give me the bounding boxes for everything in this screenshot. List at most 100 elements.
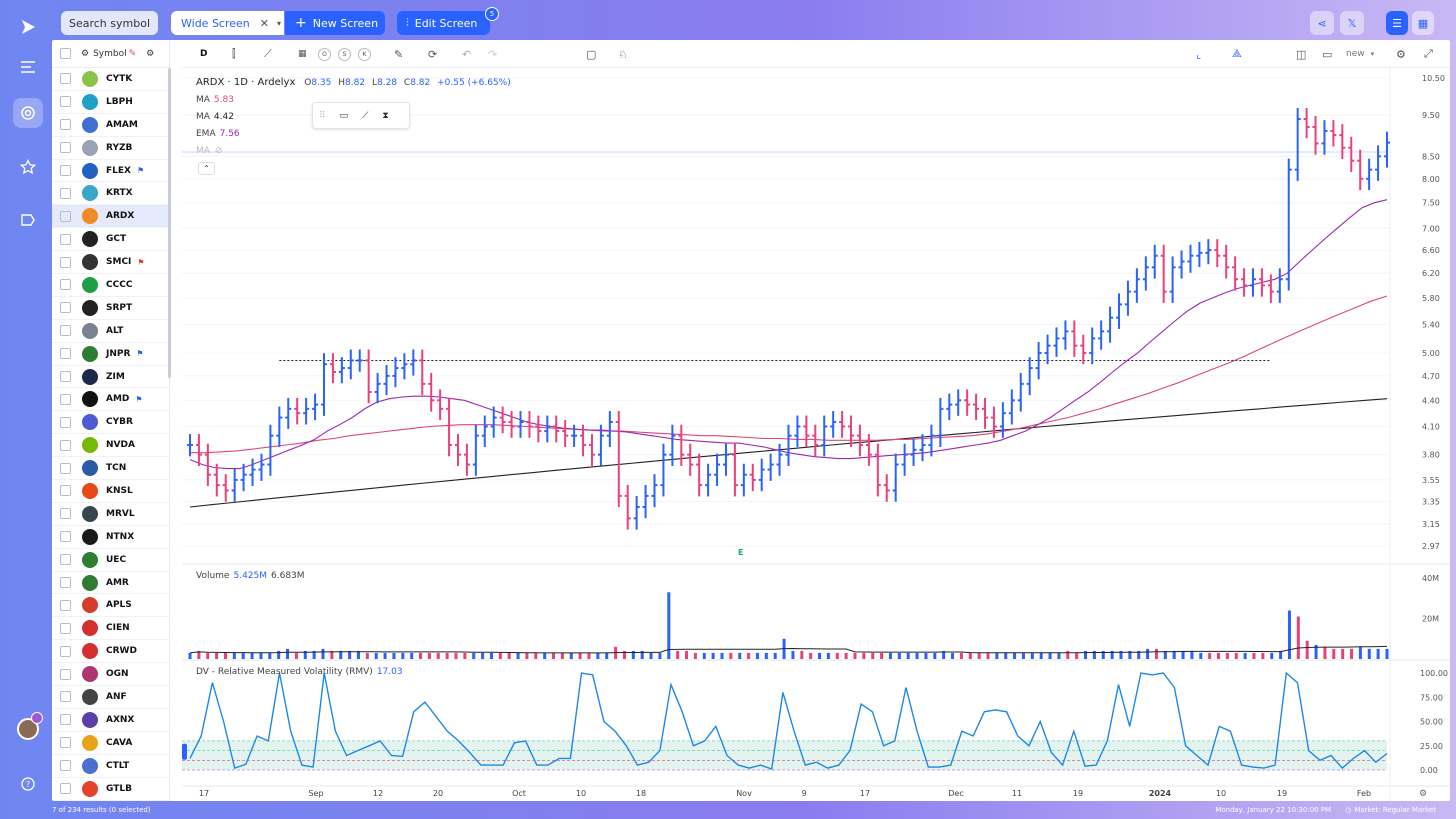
watchlist-row[interactable]: FLEX ⚑ (52, 160, 169, 183)
row-checkbox[interactable] (60, 439, 71, 451)
watchlist-row[interactable]: AXNX (52, 709, 169, 732)
row-checkbox[interactable] (60, 233, 71, 245)
watchlist-row[interactable]: LBPH (52, 91, 169, 114)
row-checkbox[interactable] (60, 783, 71, 795)
row-checkbox[interactable] (60, 645, 71, 657)
watchlist-row[interactable]: ALT (52, 320, 169, 343)
interval-button[interactable]: D (200, 49, 208, 59)
row-checkbox[interactable] (60, 691, 71, 703)
chevron-down-icon[interactable]: ▾ (276, 18, 281, 28)
watchlist-row[interactable]: OGN (52, 663, 169, 687)
watchlist-row[interactable]: CAVA (52, 732, 169, 755)
watchlist-row[interactable]: CCCC (52, 274, 169, 297)
watchlist-row[interactable]: NTNX (52, 526, 169, 549)
fullscreen-icon[interactable]: ⤢ (1424, 47, 1433, 60)
row-checkbox[interactable] (60, 714, 71, 726)
watchlist-row[interactable]: JNPR ⚑ (52, 343, 169, 366)
redo-icon[interactable]: ↷ (488, 47, 498, 61)
ma1-legend[interactable]: MA 5.83 (196, 95, 234, 105)
screener-icon[interactable] (13, 98, 43, 128)
menu-icon[interactable] (13, 52, 43, 82)
earnings-marker[interactable]: E (738, 548, 744, 557)
hidden-eye-icon[interactable]: ⊘ (214, 146, 223, 156)
row-checkbox[interactable] (60, 73, 71, 85)
k-button[interactable]: K (358, 47, 371, 61)
watchlist-row[interactable]: GCT (52, 228, 169, 252)
o-button[interactable]: O (318, 47, 331, 61)
price-chart[interactable]: 10.50 9.50 8.50 8.00 7.50 7.00 6.60 6.20 5.80 5.4… (182, 68, 1450, 801)
flag-icon[interactable]: ⚑ (136, 166, 145, 175)
watchlist-row[interactable]: GTLB (52, 778, 169, 801)
watchlist-row[interactable]: TCN (52, 457, 169, 481)
alert-bell-icon[interactable]: ♘ (618, 47, 628, 61)
watchlist-row[interactable]: AMR (52, 572, 169, 595)
x-social-icon[interactable]: 𝕏 (1340, 11, 1364, 35)
calendar-icon[interactable]: ▢ (586, 47, 597, 61)
row-checkbox[interactable] (60, 187, 71, 199)
list-view-icon[interactable]: ☰ (1386, 11, 1408, 35)
row-checkbox[interactable] (60, 668, 71, 680)
watchlist-row[interactable]: ARDX (52, 205, 169, 229)
template-icon[interactable]: ◫ (1296, 47, 1307, 61)
row-checkbox[interactable] (60, 485, 71, 497)
star-icon[interactable] (13, 152, 43, 182)
watchlist-row[interactable]: MRVL (52, 503, 169, 526)
watchlist-row[interactable]: KNSL (52, 480, 169, 503)
chart-settings-icon[interactable]: ⚙ (1396, 47, 1406, 61)
watchlist-row[interactable]: CIEN (52, 617, 169, 641)
grid-view-icon[interactable]: ▦ (1412, 11, 1434, 35)
row-checkbox[interactable] (60, 371, 71, 383)
undo-icon[interactable]: ↶ (462, 47, 472, 61)
help-icon[interactable]: ? (13, 769, 43, 799)
select-all-checkbox[interactable] (60, 48, 71, 59)
edit-screen-button[interactable]: ⫶ Edit Screen (397, 11, 490, 35)
row-checkbox[interactable] (60, 508, 71, 520)
collapse-legend-button[interactable]: ⌃ (198, 162, 215, 175)
row-checkbox[interactable] (60, 554, 71, 566)
compare-icon[interactable]: ⟁ (1232, 47, 1242, 60)
row-checkbox[interactable] (60, 119, 71, 131)
watchlist-row[interactable]: NVDA (52, 434, 169, 458)
watchlist-settings-icon[interactable]: ⚙ (146, 48, 155, 59)
watchlist-row[interactable]: CRWD (52, 640, 169, 664)
drag-handle-icon[interactable]: ⠿ (319, 110, 326, 121)
row-checkbox[interactable] (60, 142, 71, 154)
row-checkbox[interactable] (60, 348, 71, 360)
row-checkbox[interactable] (60, 302, 71, 314)
row-checkbox[interactable] (60, 737, 71, 749)
row-checkbox[interactable] (60, 256, 71, 268)
watchlist-row[interactable]: AMAM (52, 114, 169, 137)
row-checkbox[interactable] (60, 416, 71, 428)
row-checkbox[interactable] (60, 325, 71, 337)
watchlist-row[interactable]: APLS (52, 594, 169, 618)
row-checkbox[interactable] (60, 599, 71, 611)
row-checkbox[interactable] (60, 531, 71, 543)
search-symbol-button[interactable]: Search symbol (61, 11, 158, 35)
s-button[interactable]: S (338, 47, 351, 61)
chart-type-icon[interactable]: ⌞ (1196, 47, 1202, 61)
watchlist-row[interactable]: ZIM (52, 366, 169, 389)
ma2-legend[interactable]: MA 4.42 (196, 112, 234, 122)
share-icon[interactable]: ⋖ (1310, 11, 1334, 35)
draw-icon[interactable]: ✎ (394, 47, 404, 61)
flag-icon[interactable]: ⚑ (137, 257, 145, 267)
edit-icon[interactable]: ✎ (128, 48, 137, 59)
watchlist-row[interactable]: CYTK (52, 68, 169, 91)
ma4-legend[interactable]: MA ⊘ (196, 146, 222, 156)
avatar[interactable] (17, 718, 39, 740)
row-checkbox[interactable] (60, 577, 71, 589)
trendline-icon[interactable]: ⟋ (362, 110, 369, 121)
row-checkbox[interactable] (60, 165, 71, 176)
row-checkbox[interactable] (60, 393, 71, 405)
row-checkbox[interactable] (60, 210, 71, 222)
bar-style-icon[interactable]: ⫿ (232, 47, 236, 60)
folder-icon[interactable]: ▭ (1322, 47, 1333, 61)
note-icon[interactable]: ▭ (339, 110, 349, 121)
candle-icon[interactable]: ⧗ (382, 110, 389, 121)
flag-icon[interactable]: ⚑ (135, 394, 143, 404)
watchlist-row[interactable]: SRPT (52, 297, 169, 320)
flag-icon[interactable]: ⚑ (136, 349, 144, 359)
watchlist-row[interactable]: RYZB (52, 137, 169, 160)
row-checkbox[interactable] (60, 279, 71, 291)
ema-legend[interactable]: EMA 7.56 (196, 129, 240, 139)
